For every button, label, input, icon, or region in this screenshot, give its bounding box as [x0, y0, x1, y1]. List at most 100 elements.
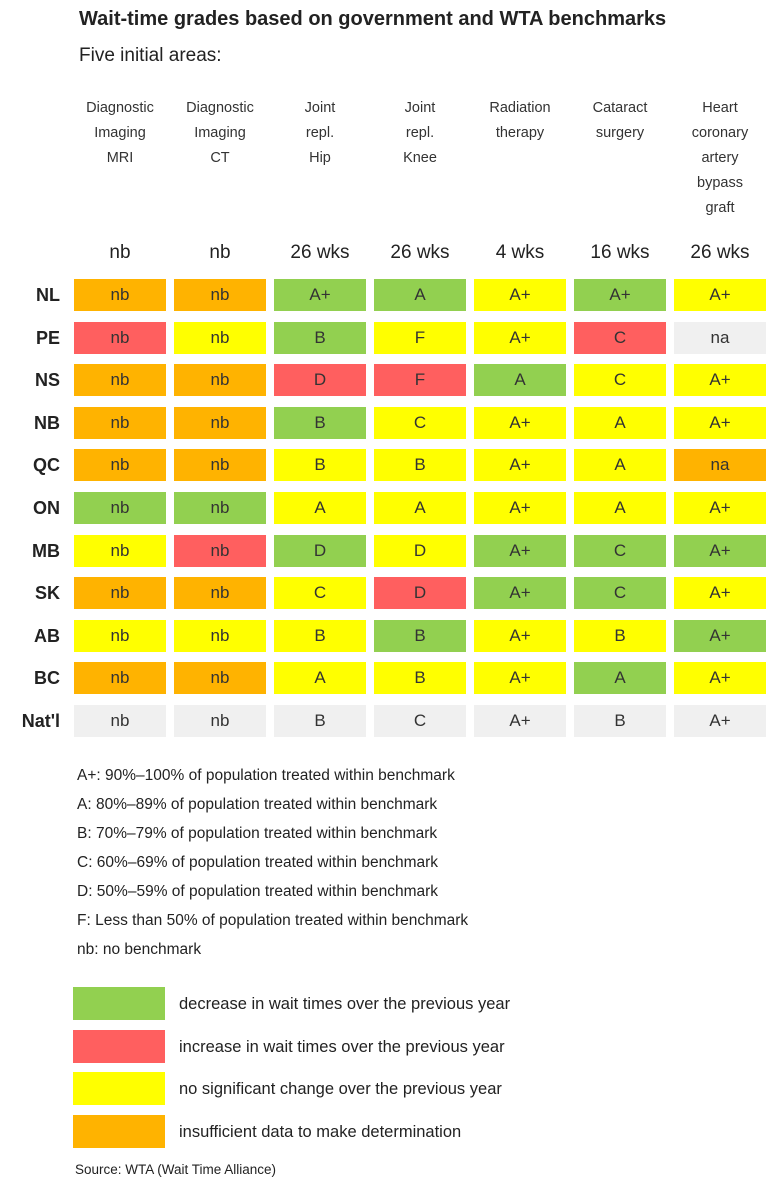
benchmark-value: 26 wks — [290, 242, 350, 263]
color-swatch-green — [73, 987, 165, 1020]
grade-cell: C — [374, 705, 466, 737]
grade-cell: B — [274, 619, 366, 652]
column-header-line: Hip — [309, 150, 331, 166]
grade-cell: A — [274, 662, 366, 695]
column-header-line: CT — [210, 150, 230, 166]
row-label: PE — [35, 327, 60, 348]
column-header-line: repl. — [405, 125, 435, 141]
column-header-line: Imaging — [94, 125, 146, 141]
grade-legend-item: A: 80%–89% of population treated within … — [77, 796, 438, 813]
benchmark-value: nb — [209, 242, 231, 263]
benchmark-value: 26 wks — [690, 242, 750, 263]
column-header-line: Cataract — [592, 100, 648, 116]
grade-cell: F — [374, 364, 466, 397]
row-label: SK — [34, 583, 60, 604]
grade-cell: B — [274, 406, 366, 439]
grade-cell: nb — [74, 619, 166, 652]
column-header-line: Radiation — [489, 100, 551, 116]
grade-cell: C — [574, 577, 666, 610]
grade-cell: A — [474, 364, 566, 397]
row-label: ON — [33, 498, 60, 518]
color-legend-label: no significant change over the previous … — [179, 1080, 502, 1098]
grade-cell: A+ — [474, 534, 566, 567]
column-header-line: Diagnostic — [86, 100, 154, 116]
row-label: AB — [34, 625, 60, 646]
grade-cell: A — [374, 492, 466, 524]
grade-cell: nb — [174, 279, 266, 311]
grade-cell: B — [374, 449, 466, 482]
grade-cell: nb — [174, 449, 266, 482]
grade-cell: A+ — [474, 577, 566, 610]
grade-cell: nb — [174, 662, 266, 695]
grade-cell: A+ — [674, 492, 766, 524]
grade-cell: A — [574, 406, 666, 439]
column-header-line: Diagnostic — [186, 100, 254, 116]
grade-cell: A+ — [474, 705, 566, 737]
grade-cell: nb — [74, 662, 166, 695]
column-header-line: artery — [701, 150, 739, 166]
grade-cell: B — [574, 705, 666, 737]
grade-cell: A — [374, 279, 466, 311]
grade-cell: D — [274, 364, 366, 397]
column-header: Diagnostic Imaging CT — [172, 96, 268, 171]
column-header: Joint repl. Knee — [372, 96, 468, 171]
grade-cell: F — [374, 321, 466, 354]
column-header-line: Joint — [404, 100, 436, 116]
grade-cell: nb — [74, 364, 166, 397]
color-swatch-red — [73, 1029, 165, 1063]
grade-cell: B — [274, 449, 366, 482]
grade-cell: B — [574, 619, 666, 652]
column-header-line: Imaging — [194, 125, 246, 141]
grade-cell: na — [674, 321, 766, 354]
row-label: Nat'l — [21, 711, 60, 731]
grade-cell: C — [274, 577, 366, 610]
grade-cell: A+ — [474, 662, 566, 695]
grade-cell: B — [374, 619, 466, 652]
column-header-line: coronary — [691, 125, 749, 141]
grade-cell: nb — [74, 449, 166, 482]
grade-cell: A+ — [674, 406, 766, 439]
grade-cell: C — [374, 406, 466, 439]
grade-cell: A — [574, 662, 666, 695]
grade-cell: A — [574, 449, 666, 482]
grade-cell: A+ — [274, 279, 366, 311]
grade-cell: D — [374, 534, 466, 567]
color-swatch-yellow — [73, 1072, 165, 1105]
benchmark-value: 26 wks — [390, 242, 450, 263]
row-label: BC — [34, 668, 60, 689]
grade-cell: nb — [174, 406, 266, 439]
grade-cell: nb — [74, 279, 166, 311]
grade-cell: C — [574, 364, 666, 397]
grade-cell: A+ — [474, 279, 566, 311]
color-swatch-orange — [73, 1114, 165, 1148]
row-label: QC — [33, 455, 60, 476]
grade-cell: D — [374, 577, 466, 610]
row-label: NB — [34, 412, 60, 433]
color-legend-label: insufficient data to make determination — [179, 1122, 462, 1141]
benchmark-value: 16 wks — [590, 242, 650, 263]
page-title: Wait-time grades based on government and… — [79, 8, 667, 30]
grade-cell: nb — [174, 534, 266, 567]
column-header-line: graft — [705, 200, 735, 216]
grade-cell: A+ — [474, 619, 566, 652]
grade-legend-item: B: 70%–79% of population treated within … — [77, 825, 438, 842]
grade-cell: nb — [74, 406, 166, 439]
grade-cell: A+ — [474, 492, 566, 524]
grade-cell: D — [274, 534, 366, 567]
column-header-line: surgery — [595, 125, 645, 141]
grade-cell: A+ — [674, 364, 766, 397]
page-subtitle: Five initial areas: — [79, 45, 222, 66]
grade-cell: A — [274, 492, 366, 524]
grade-legend-item: nb: no benchmark — [77, 941, 202, 958]
grade-cell: nb — [174, 577, 266, 610]
grade-cell: B — [274, 705, 366, 737]
color-legend-label: decrease in wait times over the previous… — [179, 995, 511, 1013]
grade-cell: A+ — [674, 534, 766, 567]
grade-cell: A — [574, 492, 666, 524]
grade-legend-item: A+: 90%–100% of population treated withi… — [77, 767, 455, 784]
grade-cell: A+ — [674, 577, 766, 610]
grade-cell: A+ — [474, 406, 566, 439]
column-header-line: Knee — [403, 150, 437, 166]
grade-cell: nb — [74, 321, 166, 354]
column-header: Radiation therapy — [472, 96, 568, 146]
